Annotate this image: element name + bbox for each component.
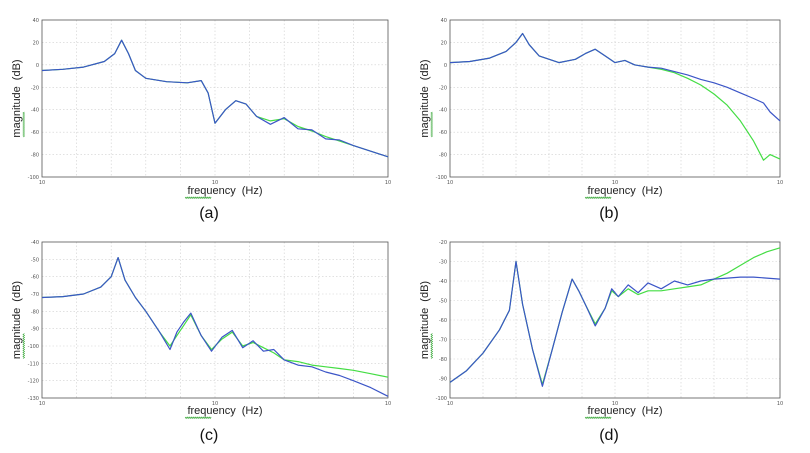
panel-caption: (c) [200, 427, 219, 444]
y-axis-unit: (dB) [11, 59, 23, 80]
y-tick-label: -100 [436, 175, 447, 181]
y-tick-label: -20 [439, 240, 447, 246]
plot-frame [449, 241, 781, 399]
x-axis-name: frequency [587, 405, 636, 417]
y-tick-label: -20 [31, 85, 39, 91]
y-tick-label: -110 [28, 361, 39, 367]
y-axis-label: magnitude (dB) [11, 281, 23, 359]
x-axis-unit: (Hz) [642, 405, 663, 417]
panel-caption: (d) [599, 427, 619, 444]
y-axis-label: magnitude (dB) [11, 59, 23, 137]
series-line-2 [41, 39, 389, 158]
y-axis-name: magnitude [419, 308, 431, 359]
x-tick-label: 10 [39, 401, 45, 407]
panel-caption: (a) [199, 205, 219, 222]
y-tick-label: -130 [28, 396, 39, 402]
y-tick-label: -30 [439, 260, 447, 266]
y-tick-label: 0 [444, 63, 447, 69]
y-tick-label: -60 [31, 130, 39, 136]
plot-frame [449, 19, 781, 178]
y-tick-label: -80 [31, 153, 39, 159]
series-line-2 [449, 260, 781, 387]
y-tick-label: 40 [33, 18, 39, 24]
spellcheck-squiggle [430, 111, 434, 138]
x-tick-label: 10 [447, 180, 453, 186]
y-tick-label: -80 [439, 153, 447, 159]
spellcheck-squiggle [584, 416, 612, 420]
x-axis-label: frequency (Hz) [187, 185, 262, 197]
x-tick-label: 10 [777, 180, 783, 186]
y-tick-label: -70 [31, 292, 39, 298]
plot-frame [41, 19, 389, 178]
y-tick-label: -80 [439, 357, 447, 363]
y-tick-label: 20 [33, 40, 39, 46]
spellcheck-squiggle [184, 416, 212, 420]
y-axis-name: magnitude [11, 308, 23, 359]
series-line-1 [41, 257, 389, 378]
y-axis-unit: (dB) [419, 281, 431, 302]
x-axis-unit: (Hz) [242, 405, 263, 417]
x-axis-unit: (Hz) [242, 185, 263, 197]
y-tick-label: -100 [436, 396, 447, 402]
spellcheck-squiggle [184, 196, 212, 200]
y-tick-label: -40 [31, 240, 39, 246]
x-tick-label: 10 [777, 401, 783, 407]
y-tick-label: -40 [439, 279, 447, 285]
y-axis-name: magnitude [11, 86, 23, 137]
x-axis-label: frequency (Hz) [587, 185, 662, 197]
y-tick-label: -60 [439, 130, 447, 136]
x-axis-label: frequency (Hz) [587, 405, 662, 417]
x-axis-name: frequency [187, 185, 236, 197]
y-tick-label: -100 [28, 175, 39, 181]
spellcheck-squiggle [22, 333, 26, 359]
y-axis-label: magnitude (dB) [419, 59, 431, 137]
spellcheck-squiggle [584, 196, 612, 200]
x-tick-label: 10 [612, 401, 618, 407]
plot-frame [41, 241, 389, 399]
y-tick-label: 40 [441, 18, 447, 24]
y-tick-label: -50 [31, 257, 39, 263]
x-axis-name: frequency [587, 185, 636, 197]
x-axis-unit: (Hz) [642, 185, 663, 197]
y-tick-label: -60 [31, 275, 39, 281]
x-tick-label: 10 [212, 401, 218, 407]
y-tick-label: -40 [439, 108, 447, 114]
spellcheck-squiggle [430, 333, 434, 359]
y-tick-label: -100 [28, 344, 39, 350]
y-tick-label: -70 [439, 338, 447, 344]
y-tick-label: -40 [31, 108, 39, 114]
x-tick-label: 10 [385, 401, 391, 407]
y-tick-label: -120 [28, 379, 39, 385]
y-tick-label: -20 [439, 85, 447, 91]
y-axis-unit: (dB) [11, 281, 23, 302]
spellcheck-squiggle [22, 111, 26, 138]
y-tick-label: -50 [439, 299, 447, 305]
y-axis-label: magnitude (dB) [419, 281, 431, 359]
y-tick-label: -90 [439, 377, 447, 383]
x-tick-label: 10 [39, 180, 45, 186]
y-axis-unit: (dB) [419, 59, 431, 80]
y-tick-label: -60 [439, 318, 447, 324]
x-tick-label: 10 [385, 180, 391, 186]
series-line-2 [449, 32, 781, 122]
series-line-2 [41, 257, 389, 397]
x-axis-name: frequency [187, 405, 236, 417]
x-tick-label: 10 [612, 180, 618, 186]
x-axis-label: frequency (Hz) [187, 405, 262, 417]
x-tick-label: 10 [212, 180, 218, 186]
x-tick-label: 10 [447, 401, 453, 407]
y-tick-label: 0 [36, 63, 39, 69]
y-tick-label: 20 [441, 40, 447, 46]
y-tick-label: -90 [31, 327, 39, 333]
y-axis-name: magnitude [419, 86, 431, 137]
y-tick-label: -80 [31, 309, 39, 315]
panel-caption: (b) [599, 205, 619, 222]
